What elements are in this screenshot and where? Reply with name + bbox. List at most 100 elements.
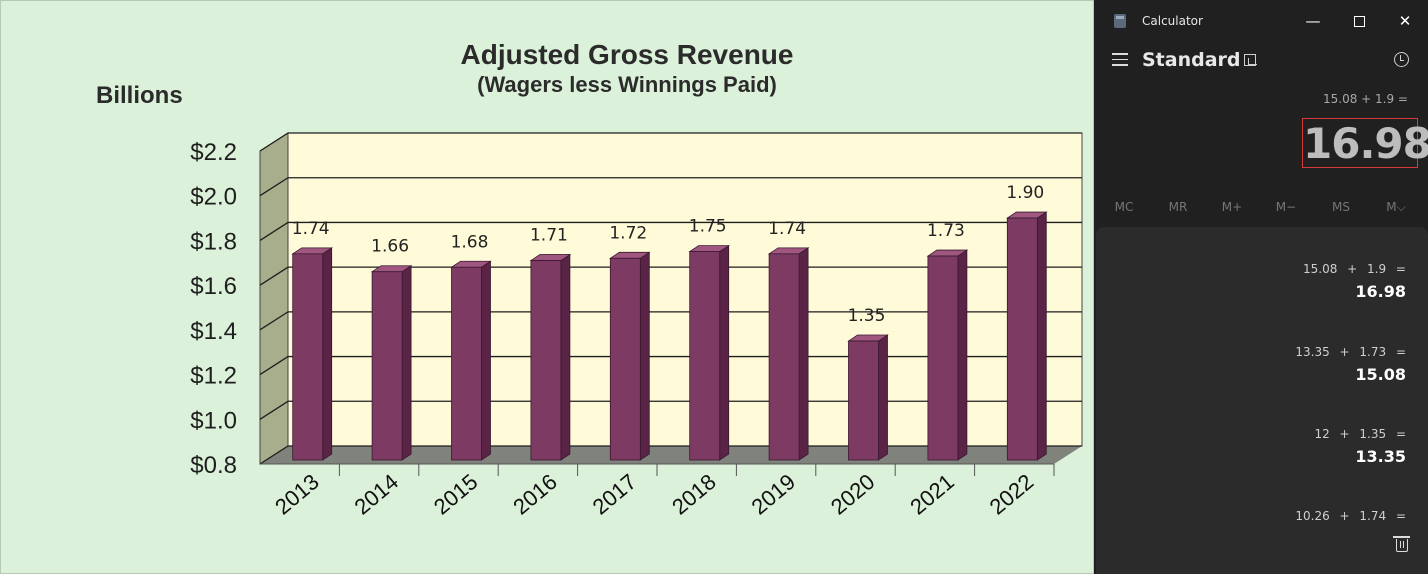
history-result: 15.08 bbox=[1355, 365, 1406, 384]
data-label: 1.68 bbox=[451, 232, 489, 252]
memory-clear-button[interactable]: MC bbox=[1114, 200, 1134, 214]
x-tick-label: 2016 bbox=[508, 469, 562, 520]
x-tick-label: 2014 bbox=[349, 469, 403, 520]
calculator-app-icon bbox=[1114, 14, 1126, 28]
revenue-chart: Adjusted Gross Revenue (Wagers less Winn… bbox=[96, 39, 1083, 520]
history-item[interactable]: 10.26 + 1.74 = bbox=[1295, 509, 1406, 523]
app-title: Calculator bbox=[1142, 14, 1203, 28]
gridline bbox=[259, 400, 1082, 420]
plot-area: $0.8 $1.0 $1.2 $1.4 $1.6 $1.8 $2.0 $2.2 1.74 2013… bbox=[190, 132, 1083, 520]
bar-2020 bbox=[847, 334, 889, 461]
bar-front bbox=[451, 266, 482, 461]
history-icon[interactable] bbox=[1394, 52, 1409, 67]
gridline bbox=[259, 311, 1082, 331]
memory-subtract-button[interactable]: M− bbox=[1275, 200, 1297, 214]
close-button[interactable]: ✕ bbox=[1398, 12, 1412, 30]
gridline bbox=[259, 355, 1082, 376]
bar-front bbox=[371, 271, 403, 461]
bar-front bbox=[530, 260, 562, 461]
minimize-button[interactable]: — bbox=[1305, 12, 1321, 30]
x-tick-label: 2020 bbox=[826, 469, 880, 520]
x-tick-label: 2018 bbox=[667, 469, 721, 520]
bar-side bbox=[719, 244, 730, 461]
x-tick-label: 2013 bbox=[270, 469, 324, 520]
current-expression: 15.08 + 1.9 = bbox=[1323, 92, 1408, 106]
history-expression: 15.08 + 1.9 = bbox=[1303, 262, 1406, 276]
history-item[interactable]: 15.08 + 1.9 = 16.98 bbox=[1303, 262, 1406, 301]
history-item[interactable]: 13.35 + 1.73 = 15.08 bbox=[1295, 345, 1406, 384]
memory-buttons-row: MC MR M+ M− MS M⌵ bbox=[1094, 200, 1428, 218]
chart-subtitle: (Wagers less Winnings Paid) bbox=[477, 72, 777, 97]
gridline bbox=[259, 221, 1082, 241]
x-tick-label: 2015 bbox=[429, 469, 483, 520]
bar-side bbox=[878, 334, 888, 461]
data-label: 1.72 bbox=[609, 223, 647, 243]
y-tick-label: $1.8 bbox=[190, 228, 237, 255]
history-expression: 12 + 1.35 = bbox=[1314, 427, 1406, 441]
data-label: 1.35 bbox=[848, 306, 886, 326]
bar-front bbox=[1006, 217, 1038, 461]
history-item[interactable]: 12 + 1.35 = 13.35 bbox=[1314, 427, 1406, 466]
data-label: 1.66 bbox=[371, 237, 409, 257]
bar-2015 bbox=[450, 260, 492, 461]
memory-list-button[interactable]: M⌵ bbox=[1386, 200, 1406, 214]
bar-2016 bbox=[529, 253, 572, 461]
bar-front bbox=[927, 255, 959, 461]
gridline bbox=[259, 132, 1082, 152]
x-tick-label: 2022 bbox=[985, 469, 1039, 520]
chart-title: Adjusted Gross Revenue bbox=[461, 39, 794, 70]
bar-2013 bbox=[291, 247, 334, 461]
history-expression: 13.35 + 1.73 = bbox=[1295, 345, 1406, 359]
gridline bbox=[259, 266, 1082, 286]
menu-icon[interactable] bbox=[1112, 53, 1128, 69]
history-result: 13.35 bbox=[1355, 447, 1406, 466]
plot-side-wall bbox=[259, 132, 289, 465]
x-tick-label: 2019 bbox=[746, 469, 800, 520]
bar-side bbox=[560, 253, 571, 461]
data-label: 1.75 bbox=[689, 217, 727, 237]
memory-add-button[interactable]: M+ bbox=[1221, 200, 1243, 214]
bar-front bbox=[292, 253, 324, 461]
gridline bbox=[259, 177, 1082, 197]
bar-2022 bbox=[1005, 211, 1048, 461]
bar-2014 bbox=[370, 264, 413, 461]
data-label: 1.90 bbox=[1006, 183, 1044, 203]
bar-front bbox=[689, 251, 721, 461]
data-label: 1.74 bbox=[292, 219, 330, 239]
history-panel bbox=[1096, 227, 1428, 574]
x-tick-label: 2021 bbox=[905, 469, 959, 520]
maximize-icon bbox=[1353, 16, 1365, 27]
y-tick-label: $1.6 bbox=[190, 273, 237, 300]
bar-side bbox=[1036, 211, 1047, 461]
gridline bbox=[259, 445, 1082, 465]
y-axis-label: Billions bbox=[96, 82, 183, 109]
trash-icon[interactable] bbox=[1393, 536, 1410, 552]
bar-front bbox=[609, 257, 641, 461]
bar-side bbox=[401, 264, 412, 461]
bar-side bbox=[798, 247, 809, 461]
y-tick-label: $1.0 bbox=[190, 407, 237, 434]
y-tick-label: $2.2 bbox=[190, 139, 237, 166]
history-result: 16.98 bbox=[1355, 282, 1406, 301]
y-tick-label: $1.4 bbox=[190, 318, 237, 345]
memory-recall-button[interactable]: MR bbox=[1168, 200, 1188, 214]
y-tick-label: $0.8 bbox=[190, 452, 237, 479]
result-display: 16.98 bbox=[1302, 118, 1428, 168]
title-bar[interactable]: Calculator — ✕ bbox=[1094, 0, 1428, 42]
x-tick-label: 2017 bbox=[588, 469, 642, 520]
y-tick-label: $2.0 bbox=[190, 184, 237, 211]
chart-panel: Adjusted Gross Revenue (Wagers less Winn… bbox=[0, 0, 1094, 574]
bar-front bbox=[848, 340, 879, 461]
maximize-button[interactable] bbox=[1336, 6, 1382, 36]
keep-on-top-icon[interactable] bbox=[1244, 54, 1257, 66]
data-label: 1.71 bbox=[530, 226, 568, 246]
bar-2019 bbox=[767, 247, 810, 461]
history-expression: 10.26 + 1.74 = bbox=[1295, 509, 1406, 523]
memory-store-button[interactable]: MS bbox=[1332, 200, 1350, 214]
calculator-window: Calculator — ✕ Standard 15.08 + 1.9 = 16… bbox=[1094, 0, 1428, 574]
bar-side bbox=[639, 251, 650, 461]
bar-front bbox=[768, 253, 800, 461]
calculator-mode-title: Standard bbox=[1142, 49, 1241, 71]
bar-2021 bbox=[926, 249, 969, 461]
bar-side bbox=[322, 247, 333, 461]
